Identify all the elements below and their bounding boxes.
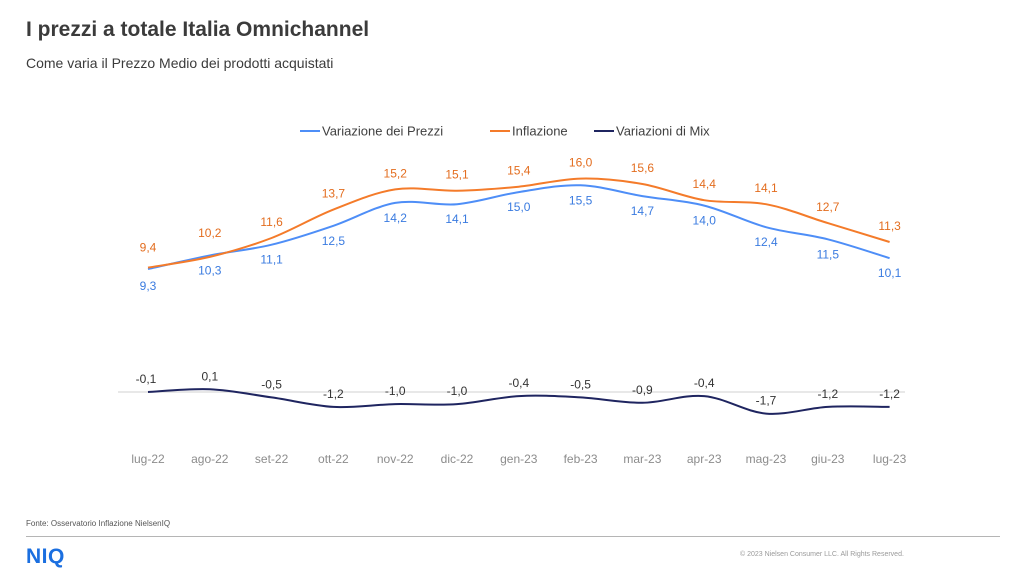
page-subtitle: Come varia il Prezzo Medio dei prodotti … [26,55,334,71]
legend-label: Inflazione [512,124,568,139]
page-title: I prezzi a totale Italia Omnichannel [26,18,370,41]
series-mix-data-label: -1,2 [817,387,838,401]
series-mix-data-label: 0,1 [201,369,218,383]
series-prezzi-data-label: 12,5 [322,234,346,248]
series-prezzi-data-label: 15,0 [507,200,531,214]
series-prezzi-data-label: 15,5 [569,193,593,207]
series-mix-data-label: -0,1 [136,372,157,386]
price-line-chart: 9,3 10,3 11,1 12,5 14,2 14,1 15,0 15,5 14,7 14,0 1… [118,124,907,466]
copyright-note: © 2023 Nielsen Consumer LLC. All Rights … [740,551,904,558]
series-mix-line [147,388,890,415]
series-mix-data-label: -0,5 [570,377,591,391]
series-prezzi-data-label: 14,1 [445,212,469,226]
series-inflazione-data-label: 10,2 [198,226,222,240]
series-prezzi-data-label: 11,1 [260,253,283,267]
series-prezzi-data-label: 12,4 [754,235,778,249]
series-inflazione-data-label: 14,1 [754,181,778,195]
legend-label: Variazione dei Prezzi [322,124,443,139]
x-tick-label: gen-23 [500,452,538,466]
series-mix-data-label: -0,9 [632,383,653,397]
x-tick-label: giu-23 [811,452,845,466]
series-prezzi-data-label: 11,5 [817,247,840,261]
x-tick-label: lug-23 [873,452,907,466]
legend-label: Variazioni di Mix [616,124,710,139]
series-inflazione-data-label: 11,6 [260,215,283,229]
series-inflazione-data-label: 12,7 [816,200,840,214]
niq-logo: NIQ [26,545,65,568]
x-tick-label: lug-22 [131,452,165,466]
series-prezzi-data-label: 10,3 [198,264,222,278]
series-inflazione-data-label: 14,4 [693,177,717,191]
source-note: Fonte: Osservatorio Inflazione NielsenIQ [26,519,171,528]
series-inflazione-data-label: 15,2 [384,166,408,180]
series-inflazione-data-label: 15,4 [507,164,531,178]
series-mix-data-label: -0,4 [694,376,715,390]
x-tick-label: set-22 [255,452,289,466]
x-tick-label: mag-23 [746,452,787,466]
series-inflazione-data-label: 13,7 [322,187,346,201]
series-mix-data-label: -1,7 [756,394,777,408]
x-tick-label: ago-22 [191,452,229,466]
series-inflazione-data-label: 9,4 [140,241,157,255]
series-inflazione-data-label: 15,1 [445,168,469,182]
x-tick-label: dic-22 [441,452,474,466]
series-prezzi-data-label: 14,2 [384,211,408,225]
x-tick-label: ott-22 [318,452,349,466]
x-tick-label: apr-23 [687,452,722,466]
footer-divider [26,536,1000,537]
x-tick-label: feb-23 [564,452,598,466]
series-prezzi-data-label: 9,3 [140,279,157,293]
series-inflazione-line [147,177,890,269]
series-prezzi-line [147,184,890,270]
series-mix-data-label: -1,2 [323,387,344,401]
series-mix-data-label: -1,2 [879,387,900,401]
series-inflazione-data-label: 16,0 [569,156,593,170]
series-inflazione-data-label: 11,3 [878,219,901,233]
x-tick-label: nov-22 [377,452,414,466]
series-mix-data-label: -1,0 [385,384,406,398]
series-mix-data-label: -1,0 [447,384,468,398]
series-prezzi-data-label: 14,7 [631,204,655,218]
series-prezzi-data-label: 14,0 [693,214,717,228]
series-mix-data-label: -0,4 [508,376,529,390]
series-inflazione-data-label: 15,6 [631,161,655,175]
x-tick-label: mar-23 [623,452,661,466]
series-prezzi-data-label: 10,1 [878,266,902,280]
series-mix-data-label: -0,5 [261,377,282,391]
